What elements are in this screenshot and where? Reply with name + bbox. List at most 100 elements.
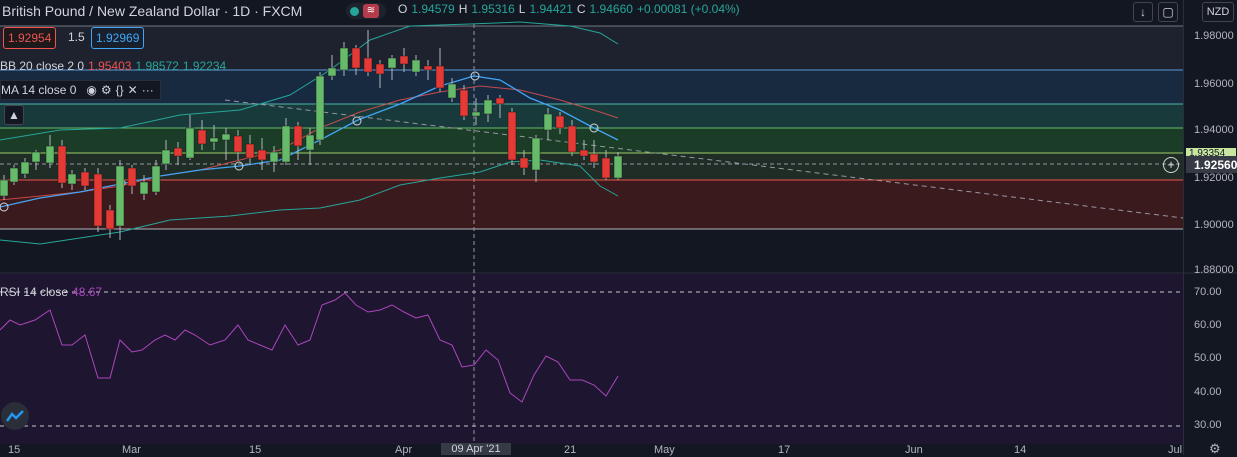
currency-button[interactable]: NZD <box>1202 2 1234 22</box>
add-alert-icon[interactable]: + <box>1163 157 1179 173</box>
x-label: 14 <box>1014 444 1027 456</box>
candle-body <box>293 125 303 147</box>
bb-upper <box>0 21 619 141</box>
candle-body <box>543 113 553 131</box>
collapse-legend-button[interactable]: ▲ <box>4 105 24 125</box>
x-label: Jul <box>1168 444 1183 456</box>
candle-body <box>185 127 195 159</box>
y-label: 1.92000 <box>1194 172 1234 184</box>
tv-logo[interactable] <box>1 402 29 430</box>
x-label: Mar <box>122 444 141 456</box>
candle-body <box>423 65 433 71</box>
x-label: May <box>654 444 675 456</box>
symbol-title: British Pound / New Zealand Dollar · 1D … <box>2 3 303 19</box>
candle-body <box>161 149 171 165</box>
x-label: Jun <box>905 444 923 456</box>
candle-body <box>9 167 19 183</box>
candle-body <box>519 157 529 169</box>
x-label: 21 <box>564 444 577 456</box>
low-value: 1.94421 <box>529 2 573 16</box>
candle-body <box>67 173 77 185</box>
y-label: 1.90000 <box>1194 219 1234 231</box>
candle-body <box>471 111 481 117</box>
rsi-line <box>0 292 619 403</box>
candle-body <box>257 149 267 161</box>
candle-body <box>435 65 445 89</box>
x-label: Apr <box>395 444 413 456</box>
bb-basis-value: 1.95403 <box>88 59 132 73</box>
candle-body <box>80 171 90 187</box>
rsi-y-label: 60.00 <box>1194 319 1222 331</box>
source-code-icon[interactable]: {} <box>115 83 124 97</box>
candle-body <box>447 83 457 99</box>
settings-gear-icon[interactable]: ⚙ <box>1209 441 1221 456</box>
current-price-tag: 1.92560 <box>1186 156 1237 173</box>
bb-lower-value: 1.92234 <box>182 59 227 73</box>
eye-icon[interactable]: ◉ <box>86 83 97 97</box>
bb-upper-value: 1.98572 <box>135 59 179 73</box>
zone-blue <box>0 70 1183 104</box>
ma-legend[interactable]: MA 14 close 0 ◉ ⚙ {} ✕ ··· <box>0 80 161 100</box>
gear-icon[interactable]: ⚙ <box>100 83 112 97</box>
ohlc-readout: O 1.94579 H 1.95316 L 1.94421 C 1.94660 +0.0… <box>398 2 740 16</box>
candle-body <box>315 75 325 141</box>
candle-body <box>327 67 337 77</box>
candle-body <box>281 125 291 163</box>
candle-body <box>495 97 505 105</box>
candle-body <box>339 47 349 71</box>
candle-body <box>601 157 611 179</box>
candle-body <box>483 99 493 115</box>
open-value: 1.94579 <box>411 2 455 16</box>
candle-body <box>387 57 397 69</box>
candle-body <box>151 165 161 193</box>
buy-button[interactable]: 1.92969 <box>91 27 145 49</box>
candle-body <box>531 137 541 171</box>
candle-body <box>127 167 137 187</box>
bb-label: BB 20 close 2 0 <box>0 59 85 73</box>
rsi-value: 48.67 <box>72 285 103 299</box>
rsi-y-label: 70.00 <box>1194 286 1222 298</box>
candle-body <box>105 209 115 230</box>
change-value: +0.00081 (+0.04%) <box>636 2 740 16</box>
candle-body <box>613 155 623 179</box>
rsi-y-label: 50.00 <box>1194 352 1222 364</box>
high-value: 1.95316 <box>471 2 515 16</box>
trend-line <box>224 99 1184 219</box>
candle-body <box>351 47 361 69</box>
rsi-y-label: 40.00 <box>1194 386 1222 398</box>
logo-icon <box>6 410 24 422</box>
close-icon[interactable]: ✕ <box>127 83 138 97</box>
rsi-pane <box>0 274 1183 444</box>
candle-body <box>567 125 577 153</box>
candle-body <box>31 151 41 163</box>
x-label: 15 <box>8 444 21 456</box>
download-button[interactable]: ↓ <box>1133 2 1153 22</box>
candle-body <box>197 129 207 145</box>
more-icon[interactable]: ··· <box>141 83 154 97</box>
candle-body <box>399 55 409 65</box>
y-label: 1.96000 <box>1194 78 1234 90</box>
ma-line <box>0 75 619 208</box>
candle-body <box>411 59 421 73</box>
candle-body <box>555 115 565 129</box>
zone-green <box>0 128 1183 153</box>
close-value: 1.94660 <box>589 2 633 16</box>
y-label: 1.98000 <box>1194 30 1234 42</box>
candle-body <box>233 135 243 153</box>
rsi-legend[interactable]: RSI 14 close 48.67 <box>0 285 102 299</box>
candle-body <box>375 63 385 75</box>
candle-body <box>173 147 183 157</box>
fullscreen-button[interactable]: ▢ <box>1158 2 1178 22</box>
alert-icon[interactable]: ≋ <box>363 4 379 18</box>
candle-body <box>305 134 315 151</box>
candle-body <box>115 165 125 227</box>
candle-body <box>20 161 30 175</box>
x-label: 15 <box>249 444 262 456</box>
y-label: 1.88000 <box>1194 264 1234 276</box>
price-axis[interactable] <box>1183 0 1237 455</box>
market-status[interactable]: ≋ <box>346 3 386 19</box>
bb-legend[interactable]: BB 20 close 2 0 1.95403 1.98572 1.92234 <box>0 59 226 73</box>
sell-button[interactable]: 1.92954 <box>3 27 57 49</box>
